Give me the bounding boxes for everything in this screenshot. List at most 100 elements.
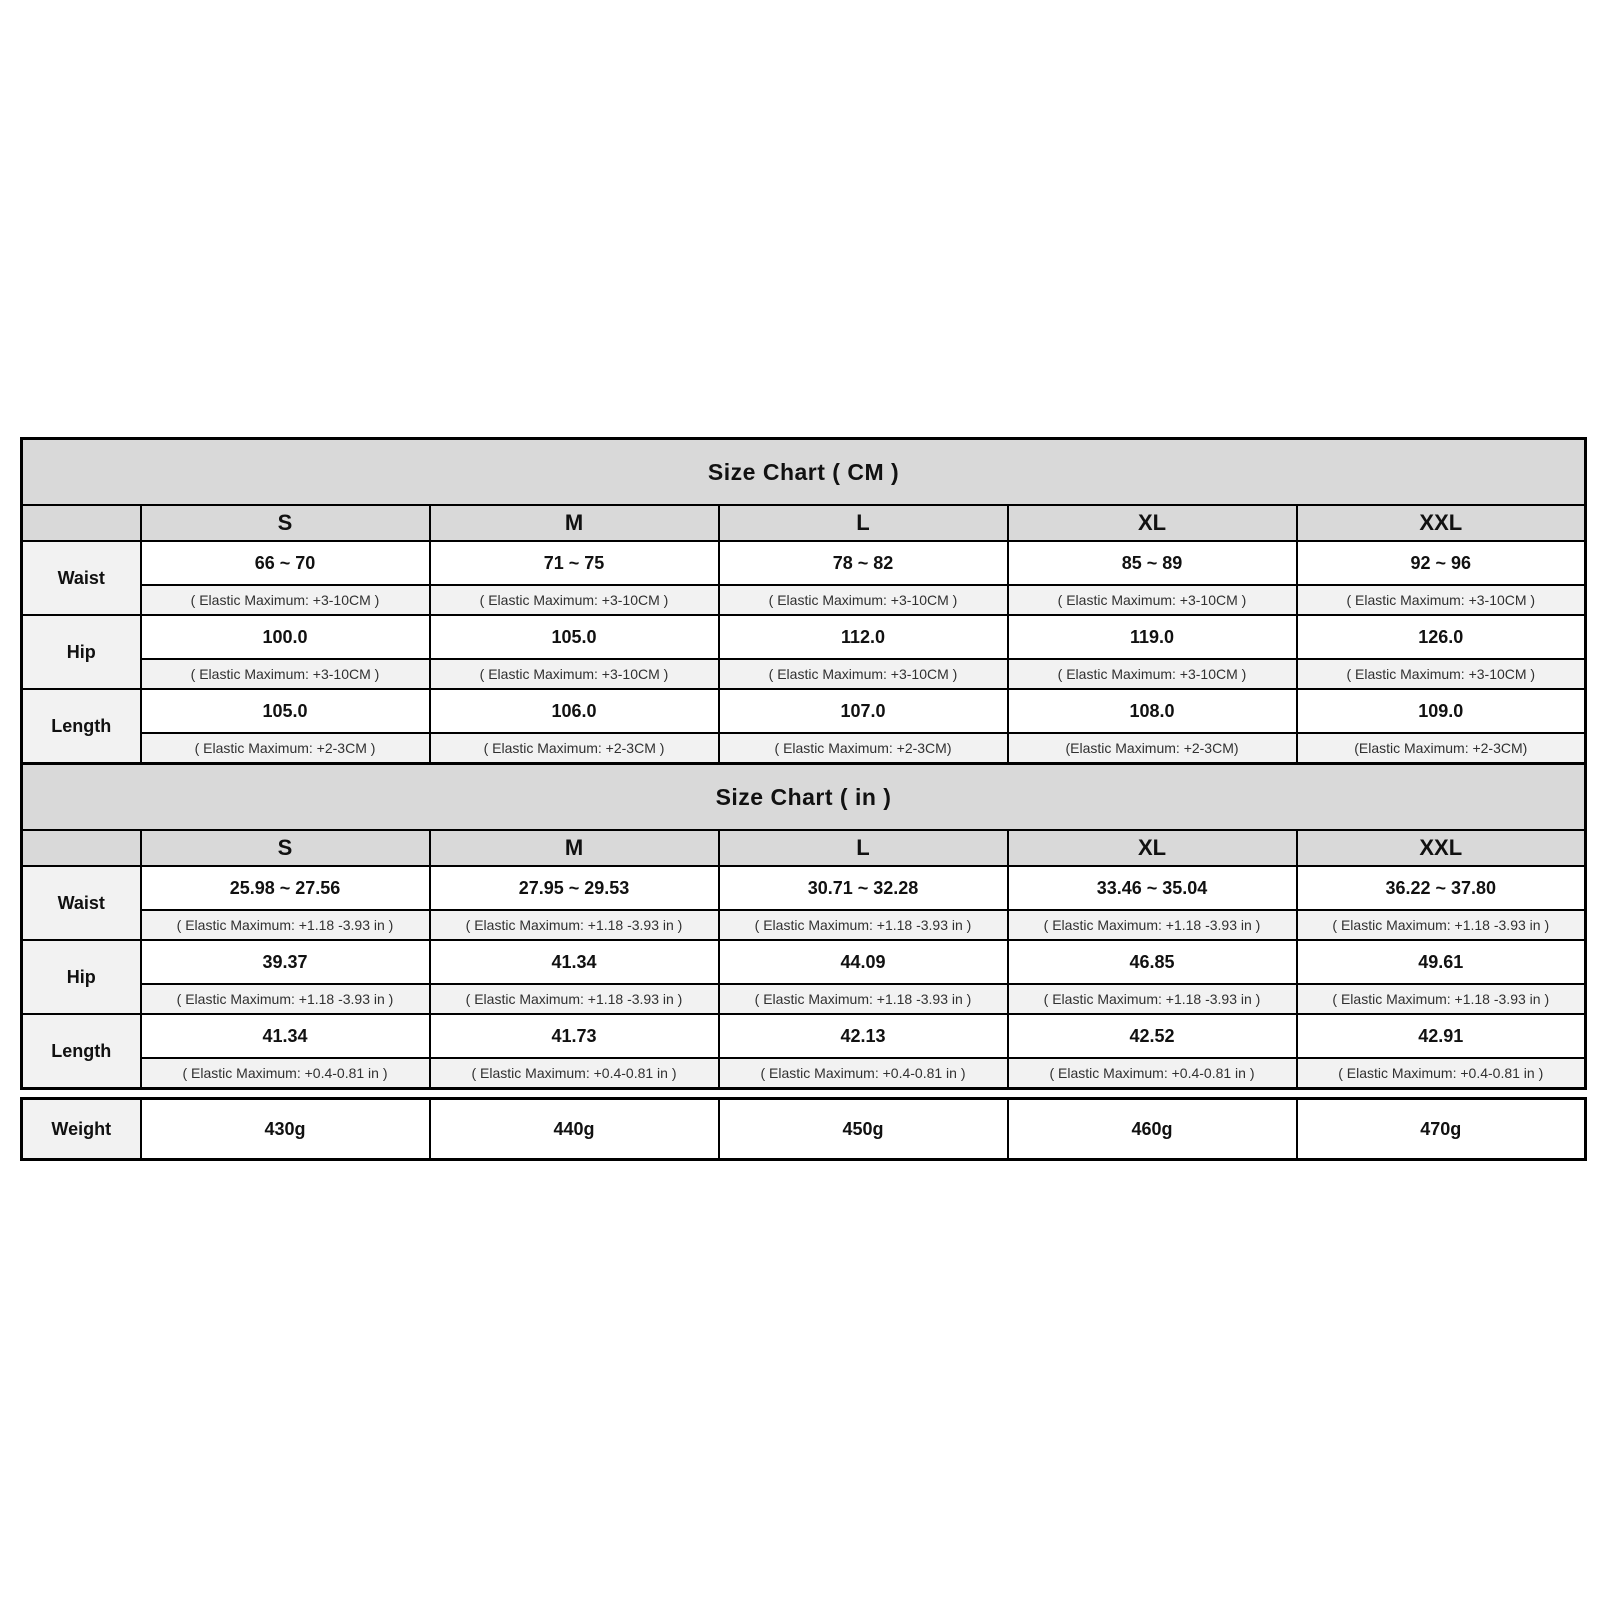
weight-value: 470g bbox=[1295, 1097, 1587, 1161]
size-col-header-l: L bbox=[717, 829, 1009, 867]
measure-value: 100.0 bbox=[139, 614, 431, 660]
measure-value: 126.0 bbox=[1295, 614, 1587, 660]
elastic-note: ( Elastic Maximum: +3-10CM ) bbox=[1295, 584, 1587, 616]
measure-label-waist: Waist bbox=[20, 540, 142, 616]
elastic-note: ( Elastic Maximum: +2-3CM ) bbox=[139, 732, 431, 765]
size-col-header-l: L bbox=[717, 504, 1009, 542]
size-col-header-m: M bbox=[428, 829, 720, 867]
measure-value: 30.71 ~ 32.28 bbox=[717, 865, 1009, 911]
measure-value: 42.91 bbox=[1295, 1013, 1587, 1059]
table-row-hip-values: Hip 39.37 41.34 44.09 46.85 49.61 bbox=[20, 939, 1587, 1015]
size-chart-in-table: Size Chart ( in ) S M L XL XXL Waist 25.… bbox=[20, 762, 1588, 1090]
weight-table: Weight 430g 440g 450g 460g 470g bbox=[20, 1097, 1587, 1161]
measure-value: 66 ~ 70 bbox=[139, 540, 431, 586]
measure-value: 105.0 bbox=[139, 688, 431, 734]
measure-value: 27.95 ~ 29.53 bbox=[428, 865, 720, 911]
table-row-length-notes: ( Elastic Maximum: +2-3CM ) ( Elastic Ma… bbox=[22, 732, 1587, 765]
corner-cell bbox=[20, 829, 142, 867]
measure-value: 46.85 bbox=[1006, 939, 1298, 985]
measure-value: 42.52 bbox=[1006, 1013, 1298, 1059]
size-header-row: S M L XL XXL bbox=[20, 504, 1587, 542]
size-chart-cm-table: Size Chart ( CM ) S M L XL XXL Waist 66 … bbox=[20, 437, 1588, 765]
table-title-row: Size Chart ( in ) bbox=[20, 762, 1587, 831]
elastic-note: ( Elastic Maximum: +0.4-0.81 in ) bbox=[717, 1057, 1009, 1090]
measure-value: 42.13 bbox=[717, 1013, 1009, 1059]
elastic-note: ( Elastic Maximum: +0.4-0.81 in ) bbox=[139, 1057, 431, 1090]
measure-value: 107.0 bbox=[717, 688, 1009, 734]
size-col-header-s: S bbox=[139, 504, 431, 542]
measure-label-weight: Weight bbox=[20, 1097, 142, 1161]
size-header-row: S M L XL XXL bbox=[20, 829, 1587, 867]
corner-cell bbox=[20, 504, 142, 542]
table-row-waist-values: Waist 66 ~ 70 71 ~ 75 78 ~ 82 85 ~ 89 92… bbox=[20, 540, 1587, 616]
measure-label-hip: Hip bbox=[20, 614, 142, 690]
measure-label-waist: Waist bbox=[20, 865, 142, 941]
measure-value: 36.22 ~ 37.80 bbox=[1295, 865, 1587, 911]
elastic-note: ( Elastic Maximum: +1.18 -3.93 in ) bbox=[717, 909, 1009, 941]
measure-label-length: Length bbox=[20, 688, 142, 765]
measure-value: 85 ~ 89 bbox=[1006, 540, 1298, 586]
elastic-note: ( Elastic Maximum: +0.4-0.81 in ) bbox=[1006, 1057, 1298, 1090]
table-row-hip-notes: ( Elastic Maximum: +1.18 -3.93 in ) ( El… bbox=[22, 983, 1587, 1015]
size-col-header-s: S bbox=[139, 829, 431, 867]
measure-value: 71 ~ 75 bbox=[428, 540, 720, 586]
elastic-note: (Elastic Maximum: +2-3CM) bbox=[1295, 732, 1587, 765]
elastic-note: (Elastic Maximum: +2-3CM) bbox=[1006, 732, 1298, 765]
measure-value: 41.73 bbox=[428, 1013, 720, 1059]
table-row-length-values: Length 41.34 41.73 42.13 42.52 42.91 bbox=[20, 1013, 1587, 1090]
measure-value: 49.61 bbox=[1295, 939, 1587, 985]
elastic-note: ( Elastic Maximum: +3-10CM ) bbox=[717, 658, 1009, 690]
elastic-note: ( Elastic Maximum: +3-10CM ) bbox=[1295, 658, 1587, 690]
measure-label-hip: Hip bbox=[20, 939, 142, 1015]
measure-value: 105.0 bbox=[428, 614, 720, 660]
table-row-weight: Weight 430g 440g 450g 460g 470g bbox=[20, 1097, 1587, 1161]
table-row-hip-values: Hip 100.0 105.0 112.0 119.0 126.0 bbox=[20, 614, 1587, 690]
elastic-note: ( Elastic Maximum: +1.18 -3.93 in ) bbox=[1295, 909, 1587, 941]
table-row-length-notes: ( Elastic Maximum: +0.4-0.81 in ) ( Elas… bbox=[22, 1057, 1587, 1090]
elastic-note: ( Elastic Maximum: +1.18 -3.93 in ) bbox=[428, 909, 720, 941]
elastic-note: ( Elastic Maximum: +0.4-0.81 in ) bbox=[1295, 1057, 1587, 1090]
size-col-header-xl: XL bbox=[1006, 504, 1298, 542]
elastic-note: ( Elastic Maximum: +3-10CM ) bbox=[1006, 584, 1298, 616]
measure-value: 106.0 bbox=[428, 688, 720, 734]
elastic-note: ( Elastic Maximum: +1.18 -3.93 in ) bbox=[1006, 983, 1298, 1015]
elastic-note: ( Elastic Maximum: +3-10CM ) bbox=[428, 584, 720, 616]
measure-value: 119.0 bbox=[1006, 614, 1298, 660]
size-col-header-xl: XL bbox=[1006, 829, 1298, 867]
table-row-length-values: Length 105.0 106.0 107.0 108.0 109.0 bbox=[20, 688, 1587, 765]
size-col-header-m: M bbox=[428, 504, 720, 542]
in-table-title: Size Chart ( in ) bbox=[20, 762, 1587, 831]
elastic-note: ( Elastic Maximum: +1.18 -3.93 in ) bbox=[139, 983, 431, 1015]
measure-label-length: Length bbox=[20, 1013, 142, 1090]
table-title-row: Size Chart ( CM ) bbox=[20, 437, 1587, 506]
measure-value: 33.46 ~ 35.04 bbox=[1006, 865, 1298, 911]
weight-value: 430g bbox=[139, 1097, 431, 1161]
weight-value: 460g bbox=[1006, 1097, 1298, 1161]
table-row-hip-notes: ( Elastic Maximum: +3-10CM ) ( Elastic M… bbox=[22, 658, 1587, 690]
elastic-note: ( Elastic Maximum: +2-3CM) bbox=[717, 732, 1009, 765]
elastic-note: ( Elastic Maximum: +1.18 -3.93 in ) bbox=[1006, 909, 1298, 941]
measure-value: 41.34 bbox=[139, 1013, 431, 1059]
elastic-note: ( Elastic Maximum: +1.18 -3.93 in ) bbox=[1295, 983, 1587, 1015]
elastic-note: ( Elastic Maximum: +3-10CM ) bbox=[139, 584, 431, 616]
elastic-note: ( Elastic Maximum: +1.18 -3.93 in ) bbox=[139, 909, 431, 941]
weight-value: 450g bbox=[717, 1097, 1009, 1161]
measure-value: 78 ~ 82 bbox=[717, 540, 1009, 586]
elastic-note: ( Elastic Maximum: +3-10CM ) bbox=[139, 658, 431, 690]
measure-value: 108.0 bbox=[1006, 688, 1298, 734]
measure-value: 25.98 ~ 27.56 bbox=[139, 865, 431, 911]
elastic-note: ( Elastic Maximum: +1.18 -3.93 in ) bbox=[717, 983, 1009, 1015]
measure-value: 92 ~ 96 bbox=[1295, 540, 1587, 586]
table-row-waist-notes: ( Elastic Maximum: +3-10CM ) ( Elastic M… bbox=[22, 584, 1587, 616]
elastic-note: ( Elastic Maximum: +2-3CM ) bbox=[428, 732, 720, 765]
cm-table-title: Size Chart ( CM ) bbox=[20, 437, 1587, 506]
elastic-note: ( Elastic Maximum: +3-10CM ) bbox=[428, 658, 720, 690]
measure-value: 41.34 bbox=[428, 939, 720, 985]
table-row-waist-values: Waist 25.98 ~ 27.56 27.95 ~ 29.53 30.71 … bbox=[20, 865, 1587, 941]
size-col-header-xxl: XXL bbox=[1295, 829, 1587, 867]
elastic-note: ( Elastic Maximum: +3-10CM ) bbox=[717, 584, 1009, 616]
measure-value: 39.37 bbox=[139, 939, 431, 985]
measure-value: 44.09 bbox=[717, 939, 1009, 985]
measure-value: 109.0 bbox=[1295, 688, 1587, 734]
